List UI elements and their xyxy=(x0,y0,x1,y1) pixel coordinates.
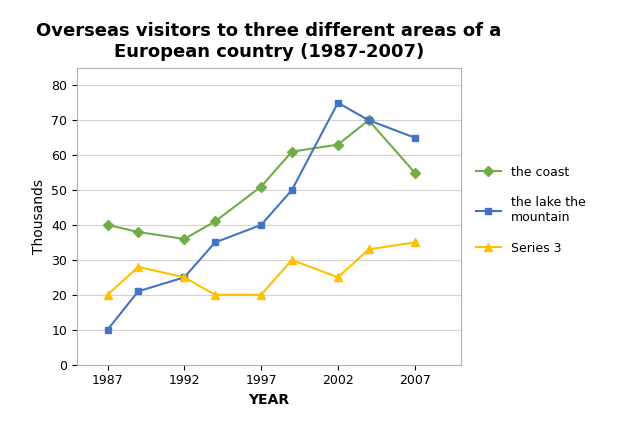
Series 3 xyxy=(180,275,188,280)
Line: Series 3: Series 3 xyxy=(103,238,419,299)
Series 3 xyxy=(411,240,419,245)
the coast xyxy=(104,223,111,228)
the lake the
mountain xyxy=(365,118,372,123)
Series 3 xyxy=(334,275,342,280)
the coast xyxy=(411,170,419,175)
the lake the
mountain xyxy=(411,135,419,140)
the coast xyxy=(365,118,372,123)
the coast xyxy=(334,142,342,147)
the lake the
mountain xyxy=(180,275,188,280)
the lake the
mountain xyxy=(211,240,219,245)
the lake the
mountain xyxy=(288,187,296,192)
the lake the
mountain xyxy=(134,289,142,294)
the coast xyxy=(180,237,188,242)
Y-axis label: Thousands: Thousands xyxy=(31,179,45,254)
Series 3 xyxy=(134,264,142,269)
Series 3 xyxy=(288,257,296,262)
the lake the
mountain xyxy=(257,223,265,228)
the coast xyxy=(134,229,142,234)
the lake the
mountain xyxy=(334,100,342,105)
Legend: the coast, the lake the
mountain, Series 3: the coast, the lake the mountain, Series… xyxy=(471,161,591,260)
Line: the lake the
mountain: the lake the mountain xyxy=(104,99,418,333)
Series 3 xyxy=(211,292,219,297)
Title: Overseas visitors to three different areas of a
European country (1987-2007): Overseas visitors to three different are… xyxy=(36,22,501,61)
Series 3 xyxy=(104,292,111,297)
the coast xyxy=(211,219,219,224)
X-axis label: YEAR: YEAR xyxy=(248,393,289,407)
Line: the coast: the coast xyxy=(104,117,418,243)
the lake the
mountain xyxy=(104,327,111,332)
the coast xyxy=(288,149,296,154)
the coast xyxy=(257,184,265,189)
Series 3 xyxy=(257,292,265,297)
Series 3 xyxy=(365,247,372,252)
